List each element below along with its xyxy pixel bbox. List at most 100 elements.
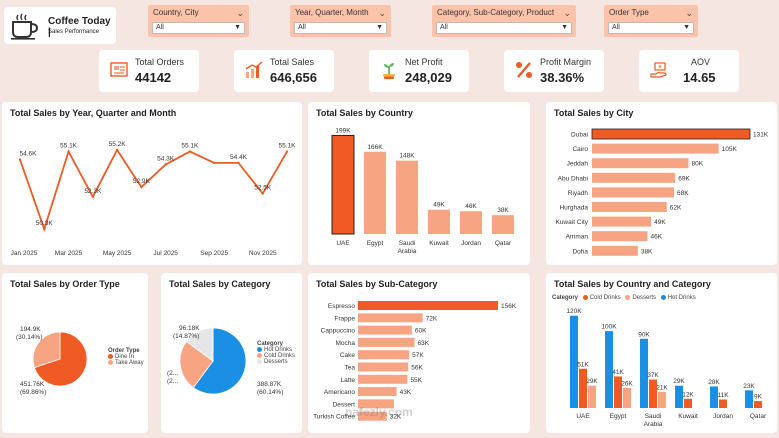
data-label: 41K bbox=[612, 369, 624, 376]
country-category-legend: Category Cold Drinks Desserts Hot Drinks bbox=[552, 295, 696, 301]
legend-title: Category bbox=[257, 341, 284, 347]
dropdown-caret-icon: ▼ bbox=[376, 24, 383, 31]
line-chart[interactable]: 54.6K 50.3K 55.1K 52.3K 55.2K 52.9K 54.3K 55.1K… bbox=[2, 102, 302, 265]
card-sales-by-subcategory: Total Sales by Sub-Category Espresso 156K… bbox=[308, 273, 530, 433]
bar bbox=[364, 151, 386, 234]
x-tick-label: Jul 2025 bbox=[153, 250, 178, 257]
legend-item-hot-drinks[interactable]: Hot Drinks bbox=[660, 295, 696, 302]
chart-title: Total Sales by Year, Quarter and Month bbox=[10, 108, 177, 118]
country-category-chart[interactable]: 120K 51K 29K UAE 100K 41K 26K Egypt 90K 37K 21K Sau… bbox=[546, 273, 777, 433]
y-tick-label: Cairo bbox=[572, 146, 588, 153]
logo-card: Coffee Today | Sales Performance bbox=[4, 7, 116, 44]
data-point bbox=[67, 150, 70, 153]
bar bbox=[719, 399, 727, 408]
chevron-down-icon[interactable]: ⌄ bbox=[378, 8, 386, 18]
slicer-label: Country, City bbox=[153, 8, 199, 17]
legend-item-hot-drinks[interactable]: Hot Drinks bbox=[257, 347, 295, 353]
bar bbox=[640, 338, 648, 408]
data-label: 26K bbox=[621, 381, 633, 388]
bar bbox=[592, 202, 667, 212]
slicer-dropdown[interactable]: All ▼ bbox=[436, 22, 572, 34]
data-label: 57K bbox=[412, 352, 424, 359]
slicer-country-city[interactable]: Country, City ⌄ All ▼ bbox=[148, 5, 249, 37]
bar bbox=[710, 386, 718, 408]
data-point bbox=[18, 158, 22, 161]
order-type-pie[interactable]: 194.9K(30.14%) 451.76K(69.86%) bbox=[2, 273, 148, 433]
city-bar-chart[interactable]: Dubai 131K Cairo 105K Jeddah 80K Abu Dhabi 69K R… bbox=[546, 102, 777, 265]
kpi-value: 248,029 bbox=[405, 70, 452, 85]
chevron-down-icon[interactable]: ⌄ bbox=[236, 8, 244, 18]
data-label: 156K bbox=[501, 303, 517, 310]
data-label: 69K bbox=[678, 175, 690, 182]
slicer-value: All bbox=[440, 24, 448, 31]
subcategory-bar-chart[interactable]: Espresso 156K Frappe 72K Cappuccino 60K Mocha 6… bbox=[308, 273, 530, 433]
legend-swatch bbox=[257, 353, 262, 359]
category-pie[interactable]: 96.18K(14.87%) (2...(2... 388.87K(60.14%) bbox=[161, 273, 302, 433]
x-tick-label: Mar 2025 bbox=[55, 250, 83, 257]
chart-title: Total Sales by Category bbox=[169, 279, 271, 289]
bar bbox=[649, 379, 657, 408]
data-point bbox=[188, 150, 192, 153]
y-tick-label: Riyadh bbox=[568, 190, 589, 197]
data-point bbox=[261, 192, 264, 195]
bar bbox=[592, 216, 652, 227]
x-tick-label: Qatar bbox=[495, 240, 512, 247]
x-tick-label: Jan 2025 bbox=[11, 250, 38, 257]
x-tick-label: Saudi bbox=[645, 413, 662, 420]
card-sales-by-category: Total Sales by Category 96.18K (14.87%) (2… bbox=[161, 273, 302, 433]
x-tick-label: May 2025 bbox=[103, 250, 132, 257]
slicer-year-quarter-month[interactable]: Year, Quarter, Month ⌄ All ▼ bbox=[290, 5, 391, 37]
slicer-order-type[interactable]: Order Type ⌄ All ▼ bbox=[604, 5, 698, 37]
sales-line bbox=[19, 148, 288, 232]
legend-label: Hot Drinks bbox=[667, 295, 696, 302]
bar bbox=[592, 187, 675, 198]
bar bbox=[658, 391, 666, 408]
x-tick-label: Kuwait bbox=[429, 240, 449, 247]
data-point bbox=[43, 227, 46, 231]
data-label: 105K bbox=[722, 146, 738, 153]
legend-item-take-away[interactable]: Take Away bbox=[108, 360, 144, 366]
data-point bbox=[285, 150, 289, 153]
dropdown-caret-icon: ▼ bbox=[234, 24, 241, 31]
data-label: 46K bbox=[650, 234, 662, 241]
data-label: 50.3K bbox=[36, 220, 54, 227]
kpi-profit-margin: Profit Margin 38.36% bbox=[504, 50, 604, 92]
data-label: 131K bbox=[753, 132, 769, 139]
chevron-down-icon[interactable]: ⌄ bbox=[685, 8, 693, 18]
data-label: 100K bbox=[601, 324, 617, 331]
chart-title: Total Sales by Order Type bbox=[10, 279, 120, 289]
card-sales-by-country: Total Sales by Country 199K UAE 166K Egypt 1… bbox=[308, 102, 530, 265]
y-tick-label: Abu Dhabi bbox=[558, 175, 588, 182]
x-tick-label: UAE bbox=[336, 240, 350, 247]
data-label: 51K bbox=[577, 361, 589, 368]
kpi-value: 14.65 bbox=[683, 70, 716, 85]
chart-title: Total Sales by City bbox=[554, 108, 634, 118]
bar bbox=[460, 211, 482, 234]
data-label: 49K bbox=[433, 202, 445, 209]
slicer-dropdown[interactable]: All ▼ bbox=[152, 22, 245, 34]
slicer-label: Category, Sub-Category, Product bbox=[437, 8, 555, 17]
bar bbox=[592, 172, 676, 183]
legend-item-desserts[interactable]: Desserts bbox=[625, 295, 656, 301]
legend-title: Category bbox=[552, 295, 579, 302]
slicer-dropdown[interactable]: All ▼ bbox=[294, 22, 387, 34]
slicer-category[interactable]: Category, Sub-Category, Product ⌄ All ▼ bbox=[432, 5, 576, 37]
hand-money-icon bbox=[650, 62, 667, 78]
slicer-dropdown[interactable]: All ▼ bbox=[608, 22, 694, 34]
data-label: 72K bbox=[426, 315, 438, 322]
legend-item-desserts[interactable]: Desserts bbox=[257, 359, 295, 365]
legend-item-cold-drinks[interactable]: Cold Drinks bbox=[257, 353, 295, 359]
y-tick-label: Hurghada bbox=[559, 205, 588, 212]
data-label: 55.2K bbox=[109, 141, 127, 148]
legend-item-cold-drinks[interactable]: Cold Drinks bbox=[582, 295, 621, 301]
bar bbox=[614, 376, 622, 408]
bar bbox=[358, 301, 498, 310]
legend-item-dine-in[interactable]: Dine In bbox=[108, 354, 144, 360]
chevron-down-icon[interactable]: ⌄ bbox=[563, 8, 571, 18]
data-label: 68K bbox=[677, 190, 689, 197]
slice-pct: (14.87%) bbox=[173, 333, 199, 340]
card-sales-by-month: Total Sales by Year, Quarter and Month 5… bbox=[2, 102, 302, 265]
x-tick-label: UAE bbox=[576, 413, 590, 420]
y-tick-label: Tea bbox=[345, 365, 356, 372]
